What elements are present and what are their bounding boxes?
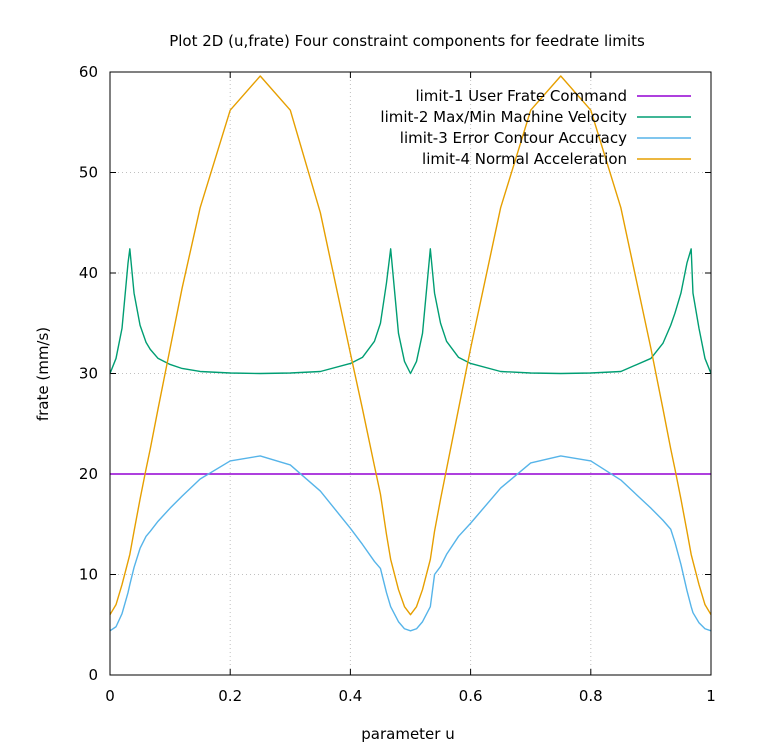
x-axis-title: parameter u — [361, 725, 454, 743]
x-tick-label: 0.4 — [338, 687, 362, 705]
series-line-limit-2 — [109, 248, 712, 375]
legend-label-limit-4: limit-4 Normal Acceleration — [422, 150, 627, 168]
series-line-limit-3 — [109, 455, 712, 632]
legend-label-limit-2: limit-2 Max/Min Machine Velocity — [380, 108, 627, 126]
legend: limit-1 User Frate Command limit-2 Max/Mi… — [380, 87, 691, 168]
y-tick-label: 50 — [79, 164, 98, 182]
plot-frame — [109, 71, 712, 676]
x-tick-label: 1 — [706, 687, 716, 705]
y-axis-title: frate (mm/s) — [34, 327, 52, 421]
y-tick-label: 0 — [88, 666, 98, 684]
legend-label-limit-3: limit-3 Error Contour Accuracy — [400, 129, 627, 147]
chart-title: Plot 2D (u,frate) Four constraint compon… — [169, 32, 645, 50]
y-tick-label: 20 — [79, 465, 98, 483]
legend-label-limit-1: limit-1 User Frate Command — [415, 87, 627, 105]
x-tick-label: 0.8 — [579, 687, 603, 705]
x-tick-label: 0 — [105, 687, 115, 705]
series-layer — [109, 75, 712, 632]
series-line-limit-4 — [109, 75, 712, 616]
y-tick-label: 40 — [79, 264, 98, 282]
y-tick-label: 30 — [79, 365, 98, 383]
y-tick-label: 10 — [79, 566, 98, 584]
x-tick-label: 0.2 — [218, 687, 242, 705]
y-tick-label: 60 — [79, 63, 98, 81]
x-tick-label: 0.6 — [459, 687, 483, 705]
